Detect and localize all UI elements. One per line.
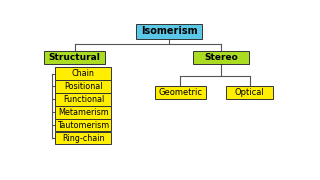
Text: Stereo: Stereo <box>204 53 238 62</box>
Text: Ring-chain: Ring-chain <box>62 134 105 143</box>
FancyBboxPatch shape <box>44 51 105 64</box>
FancyBboxPatch shape <box>155 86 206 99</box>
Text: Metamerism: Metamerism <box>58 108 109 117</box>
FancyBboxPatch shape <box>193 51 249 64</box>
Text: Isomerism: Isomerism <box>141 26 197 36</box>
FancyBboxPatch shape <box>55 132 111 144</box>
FancyBboxPatch shape <box>136 24 202 39</box>
FancyBboxPatch shape <box>55 93 111 106</box>
Text: Positional: Positional <box>64 82 103 91</box>
Text: Chain: Chain <box>72 69 95 78</box>
Text: Structural: Structural <box>49 53 101 62</box>
Text: Functional: Functional <box>63 95 104 104</box>
Text: Geometric: Geometric <box>158 88 202 97</box>
FancyBboxPatch shape <box>227 86 273 99</box>
FancyBboxPatch shape <box>55 119 111 131</box>
Text: Optical: Optical <box>235 88 264 97</box>
FancyBboxPatch shape <box>55 67 111 80</box>
FancyBboxPatch shape <box>55 106 111 119</box>
Text: Tautomerism: Tautomerism <box>57 121 109 130</box>
FancyBboxPatch shape <box>55 80 111 93</box>
